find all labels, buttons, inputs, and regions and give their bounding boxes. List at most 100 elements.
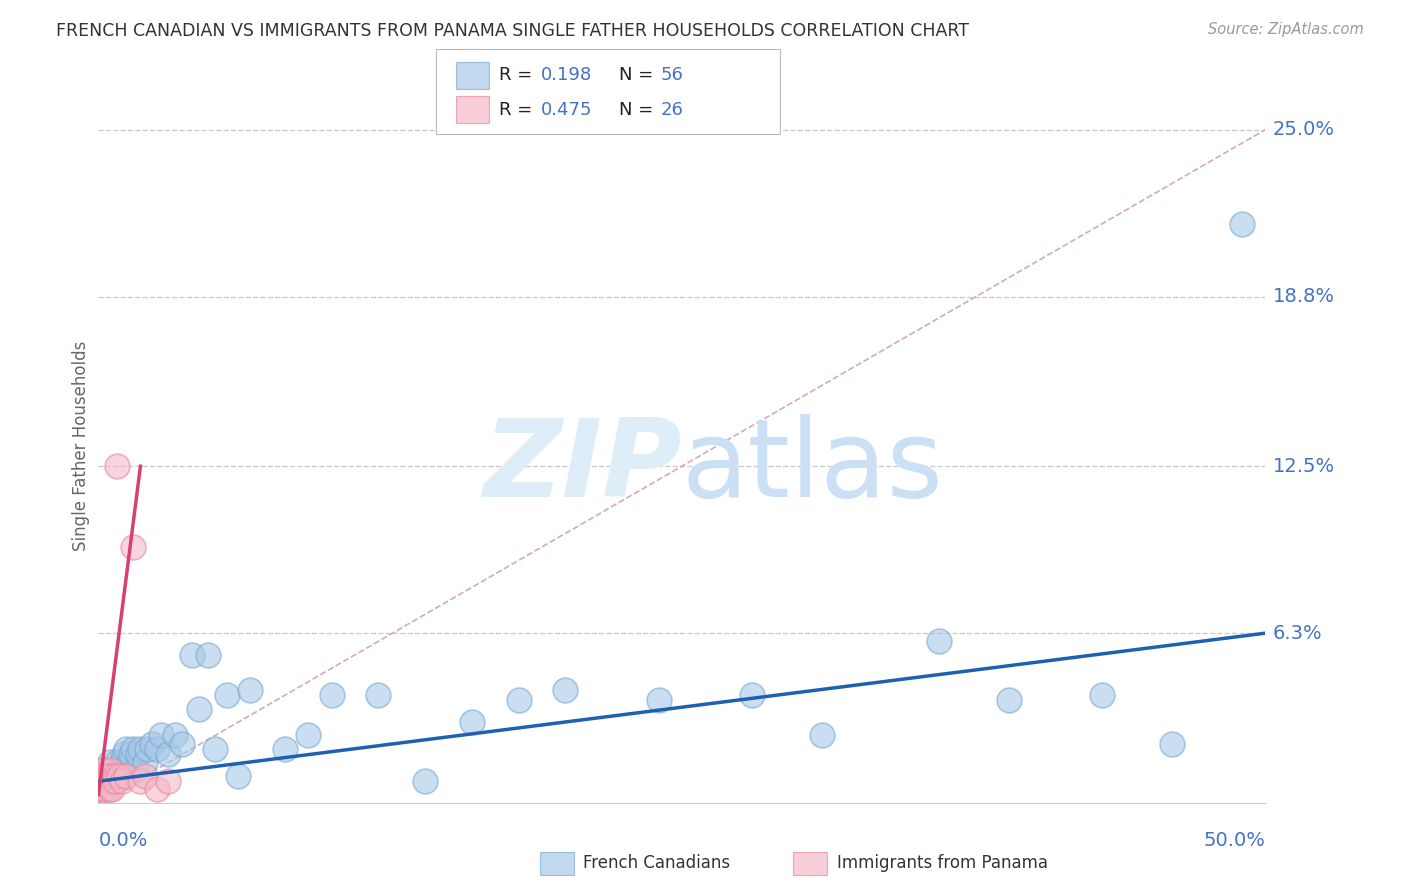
Point [146,782,169,797]
Point [91,764,114,778]
Point [129,774,152,789]
Text: N =: N = [619,102,658,120]
Point [108,769,131,783]
Point [508,693,530,707]
Point [101,769,124,783]
Point [111,764,134,778]
Point [105,459,128,474]
Text: 0.0%: 0.0% [98,831,148,850]
Point [115,769,138,783]
Point [104,764,127,778]
Point [129,742,152,756]
Point [104,774,127,789]
Point [367,688,389,702]
Point [811,729,834,743]
Point [91,782,114,797]
Point [157,774,180,789]
Point [413,774,436,789]
Point [239,682,262,697]
Point [197,648,219,662]
Point [215,688,238,702]
Point [90,769,112,783]
Point [134,756,156,770]
Text: 6.3%: 6.3% [1272,624,1322,642]
Text: FRENCH CANADIAN VS IMMIGRANTS FROM PANAMA SINGLE FATHER HOUSEHOLDS CORRELATION C: FRENCH CANADIAN VS IMMIGRANTS FROM PANAM… [56,22,969,40]
Point [101,782,124,797]
Point [150,729,173,743]
Text: 26: 26 [661,102,683,120]
Point [91,774,114,789]
Point [125,764,148,778]
Point [134,769,156,783]
Point [112,747,135,762]
Y-axis label: Single Father Households: Single Father Households [72,341,90,551]
Point [101,774,124,789]
Point [97,782,120,797]
Text: 0.198: 0.198 [541,66,592,84]
Point [104,769,127,783]
Point [97,774,120,789]
Point [98,769,121,783]
Point [187,701,209,715]
Text: 56: 56 [661,66,683,84]
Text: 50.0%: 50.0% [1204,831,1265,850]
Point [105,756,128,770]
Point [180,648,202,662]
Point [115,742,138,756]
Point [554,682,576,697]
Point [98,756,121,770]
Point [228,769,250,783]
Text: N =: N = [619,66,658,84]
Point [997,693,1019,707]
Text: 0.475: 0.475 [541,102,593,120]
Point [111,774,134,789]
Text: Source: ZipAtlas.com: Source: ZipAtlas.com [1208,22,1364,37]
Point [157,747,180,762]
Point [98,764,121,778]
Text: French Canadians: French Canadians [583,855,731,872]
Point [108,769,131,783]
Point [91,769,114,783]
Point [90,782,112,797]
Point [98,764,121,778]
Text: R =: R = [499,102,538,120]
Point [94,769,117,783]
Point [1230,217,1253,231]
Text: ZIP: ZIP [484,415,682,520]
Point [94,774,117,789]
Point [122,742,145,756]
Point [98,774,121,789]
Point [1091,688,1114,702]
Point [104,769,127,783]
Point [274,742,297,756]
Text: 12.5%: 12.5% [1272,457,1334,475]
Point [297,729,319,743]
Point [741,688,763,702]
Text: 18.8%: 18.8% [1272,287,1334,306]
Point [118,756,141,770]
Point [120,747,142,762]
Text: R =: R = [499,66,538,84]
Point [94,782,117,797]
Point [127,747,149,762]
Point [928,634,950,648]
Point [461,714,484,729]
Point [122,540,145,554]
Point [94,774,117,789]
Point [1161,737,1184,751]
Point [105,774,128,789]
Point [321,688,343,702]
Point [141,737,163,751]
Point [111,756,134,770]
Point [204,742,226,756]
Point [97,769,120,783]
Text: atlas: atlas [682,415,943,520]
Point [97,769,120,783]
Point [98,782,121,797]
Point [172,737,194,751]
Point [136,742,159,756]
Point [146,742,169,756]
Text: Immigrants from Panama: Immigrants from Panama [837,855,1047,872]
Point [165,729,187,743]
Point [101,774,124,789]
